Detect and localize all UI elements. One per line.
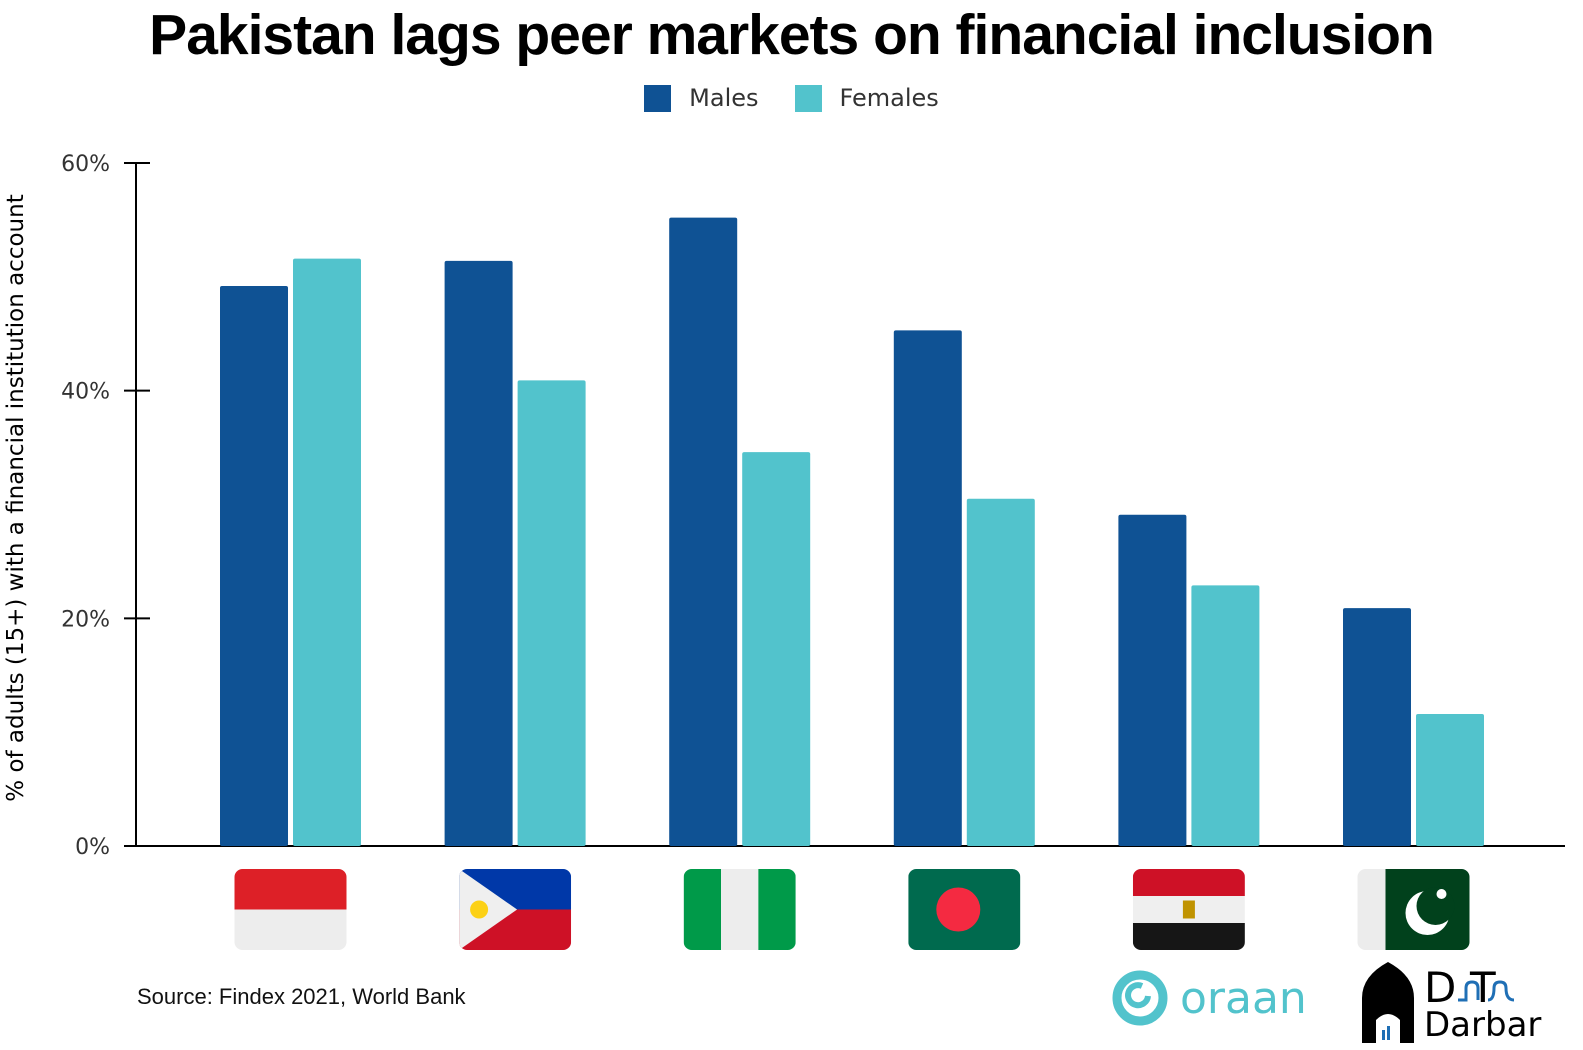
- legend-item-males: Males: [644, 84, 759, 112]
- flag-eagle: [1182, 900, 1195, 919]
- bar-females-indonesia: [293, 258, 361, 846]
- bar-males-pakistan: [1343, 608, 1411, 846]
- bar-males-nigeria: [669, 217, 738, 846]
- bar-females-pakistan: [1416, 713, 1484, 846]
- bar-males-bangladesh: [893, 330, 962, 847]
- bar-males-philippines: [444, 260, 513, 846]
- philippines-flag-icon: [459, 869, 572, 950]
- legend-item-females: Females: [794, 84, 939, 112]
- indonesia-flag-icon: [234, 869, 347, 950]
- bar-females-philippines: [517, 380, 586, 846]
- flag-part: [234, 909, 347, 950]
- svg-text:T: T: [1469, 963, 1496, 1012]
- y-tick-label: 0%: [75, 835, 110, 860]
- legend-label-males: Males: [689, 84, 759, 112]
- bar-males-indonesia: [220, 285, 288, 846]
- bangladesh-flag-icon: [908, 869, 1021, 950]
- bar-females-bangladesh: [966, 498, 1035, 846]
- flag-part: [683, 869, 722, 950]
- svg-text:D: D: [1424, 963, 1456, 1012]
- legend-swatch-males: [644, 84, 672, 112]
- chart-title: Pakistan lags peer markets on financial …: [149, 3, 1435, 67]
- egypt-flag-icon: [1132, 869, 1245, 950]
- flag-part: [234, 869, 347, 910]
- y-tick-label: 40%: [61, 380, 110, 405]
- bar-males-egypt: [1118, 514, 1187, 846]
- svg-text:Darbar: Darbar: [1424, 1005, 1541, 1043]
- bar-females-egypt: [1191, 585, 1260, 846]
- y-tick-label: 20%: [61, 607, 110, 632]
- legend-label-females: Females: [839, 84, 939, 112]
- svg-text:oraan: oraan: [1180, 973, 1307, 1024]
- pakistan-flag-icon: [1357, 869, 1470, 950]
- flag-part: [1132, 869, 1245, 896]
- flag-part: [1132, 923, 1245, 950]
- nigeria-flag-icon: [683, 869, 796, 950]
- y-tick-label: 60%: [61, 152, 110, 177]
- flag-part: [1357, 869, 1386, 950]
- flag-disc: [936, 887, 981, 932]
- source-note: Source: Findex 2021, World Bank: [137, 984, 466, 1009]
- flag-sun: [470, 900, 489, 919]
- legend: Males Females: [0, 84, 1583, 112]
- flag-crescent-cut: [1416, 887, 1455, 925]
- flag-part: [721, 869, 759, 950]
- flag-part: [758, 869, 796, 950]
- logos: oraan D T Darbar: [1112, 962, 1541, 1043]
- bar-females-nigeria: [742, 452, 811, 846]
- data-darbar-logo: D T Darbar: [1362, 962, 1541, 1043]
- oraan-logo: oraan: [1112, 970, 1307, 1026]
- legend-swatch-females: [794, 84, 822, 112]
- flag-star: [1436, 889, 1447, 899]
